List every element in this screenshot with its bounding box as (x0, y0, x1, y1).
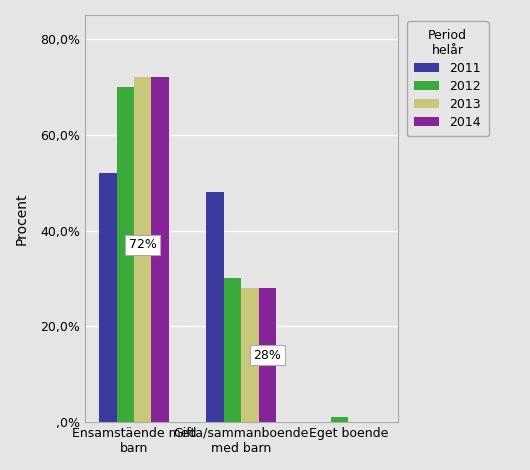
Bar (134, 77, 152, 422)
Bar (241, 288, 259, 422)
Text: 28%: 28% (253, 349, 281, 361)
Bar (224, 278, 241, 422)
Bar (259, 288, 276, 422)
Bar (117, 87, 134, 422)
Text: 0%: 0% (0, 469, 1, 470)
Bar (206, 192, 224, 422)
Bar (331, 417, 348, 422)
Bar (99, 173, 117, 422)
Bar (152, 77, 169, 422)
Text: 72%: 72% (129, 238, 157, 251)
Y-axis label: Procent: Procent (15, 192, 29, 245)
Legend: 2011, 2012, 2013, 2014: 2011, 2012, 2013, 2014 (407, 21, 489, 136)
